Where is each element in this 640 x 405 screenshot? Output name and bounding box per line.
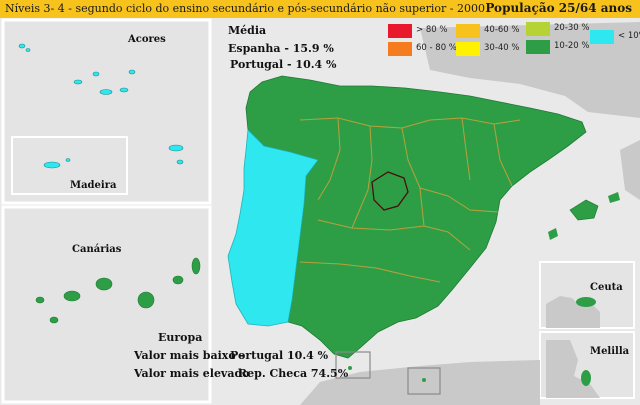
ceuta-dot [348, 366, 352, 370]
menorca-island [608, 192, 620, 203]
map-title: Níveis 3- 4 - segundo ciclo do ensino se… [5, 2, 485, 15]
melilla-dot [422, 378, 426, 382]
madeira-islands [43, 158, 71, 169]
legend-label-60-80: 60 - 80 % [416, 43, 457, 53]
legend-swatch-over-80 [388, 24, 412, 38]
canary-panel [1, 205, 212, 404]
europe-lowest-value: Portugal 10.4 % [230, 349, 329, 362]
europe-highest-label: Valor mais elevado [134, 367, 250, 380]
europe-highest-value: Rep. Checa 74.5% [238, 367, 349, 380]
legend-swatch-10-20 [526, 40, 550, 54]
canary-islands [35, 257, 201, 324]
label-acores: Acores [128, 34, 166, 45]
madeira-frame [11, 136, 128, 195]
population-label: População 25/64 anos [485, 1, 632, 15]
legend-swatch-20-30 [526, 22, 550, 36]
label-madeira: Madeira [70, 180, 117, 191]
average-spain: Espanha - 15.9 % [228, 42, 334, 55]
legend-swatch-under-10 [590, 30, 614, 44]
label-ceuta: Ceuta [590, 282, 623, 293]
legend-label-over-80: > 80 % [416, 25, 448, 35]
label-canarias: Canárias [72, 244, 122, 255]
ibiza-island [548, 228, 558, 240]
melilla-locator-frame [407, 367, 441, 395]
legend-label-10-20: 10-20 % [554, 41, 590, 51]
legend-swatch-40-60 [456, 24, 480, 38]
legend-label-under-10: < 10% [618, 31, 640, 41]
region-boundaries [299, 117, 521, 283]
europe-heading: Europa [158, 331, 203, 344]
legend-label-40-60: 40-60 % [484, 25, 520, 35]
map-canvas [1, 18, 640, 405]
mallorca-island [569, 199, 599, 221]
europe-lowest-label: Valor mais baixo - [134, 349, 245, 362]
average-portugal: Portugal - 10.4 % [230, 58, 337, 71]
madrid-region [371, 171, 409, 211]
azores-islands [18, 43, 184, 165]
azores-madeira-panel [1, 18, 212, 205]
sardinia-land [620, 140, 640, 200]
legend-swatch-60-80 [388, 42, 412, 56]
title-banner: Níveis 3- 4 - segundo ciclo do ensino se… [0, 0, 640, 18]
africa-land [300, 360, 540, 405]
label-melilla: Melilla [590, 346, 630, 357]
ceuta-inset-territory [576, 297, 596, 307]
portugal-mainland [227, 129, 319, 327]
legend-label-30-40: 30-40 % [484, 43, 520, 53]
average-heading: Média [228, 24, 267, 37]
legend-swatch-30-40 [456, 42, 480, 56]
ceuta-locator-frame [335, 351, 371, 379]
melilla-inset-territory [581, 370, 591, 386]
legend-label-20-30: 20-30 % [554, 23, 590, 33]
